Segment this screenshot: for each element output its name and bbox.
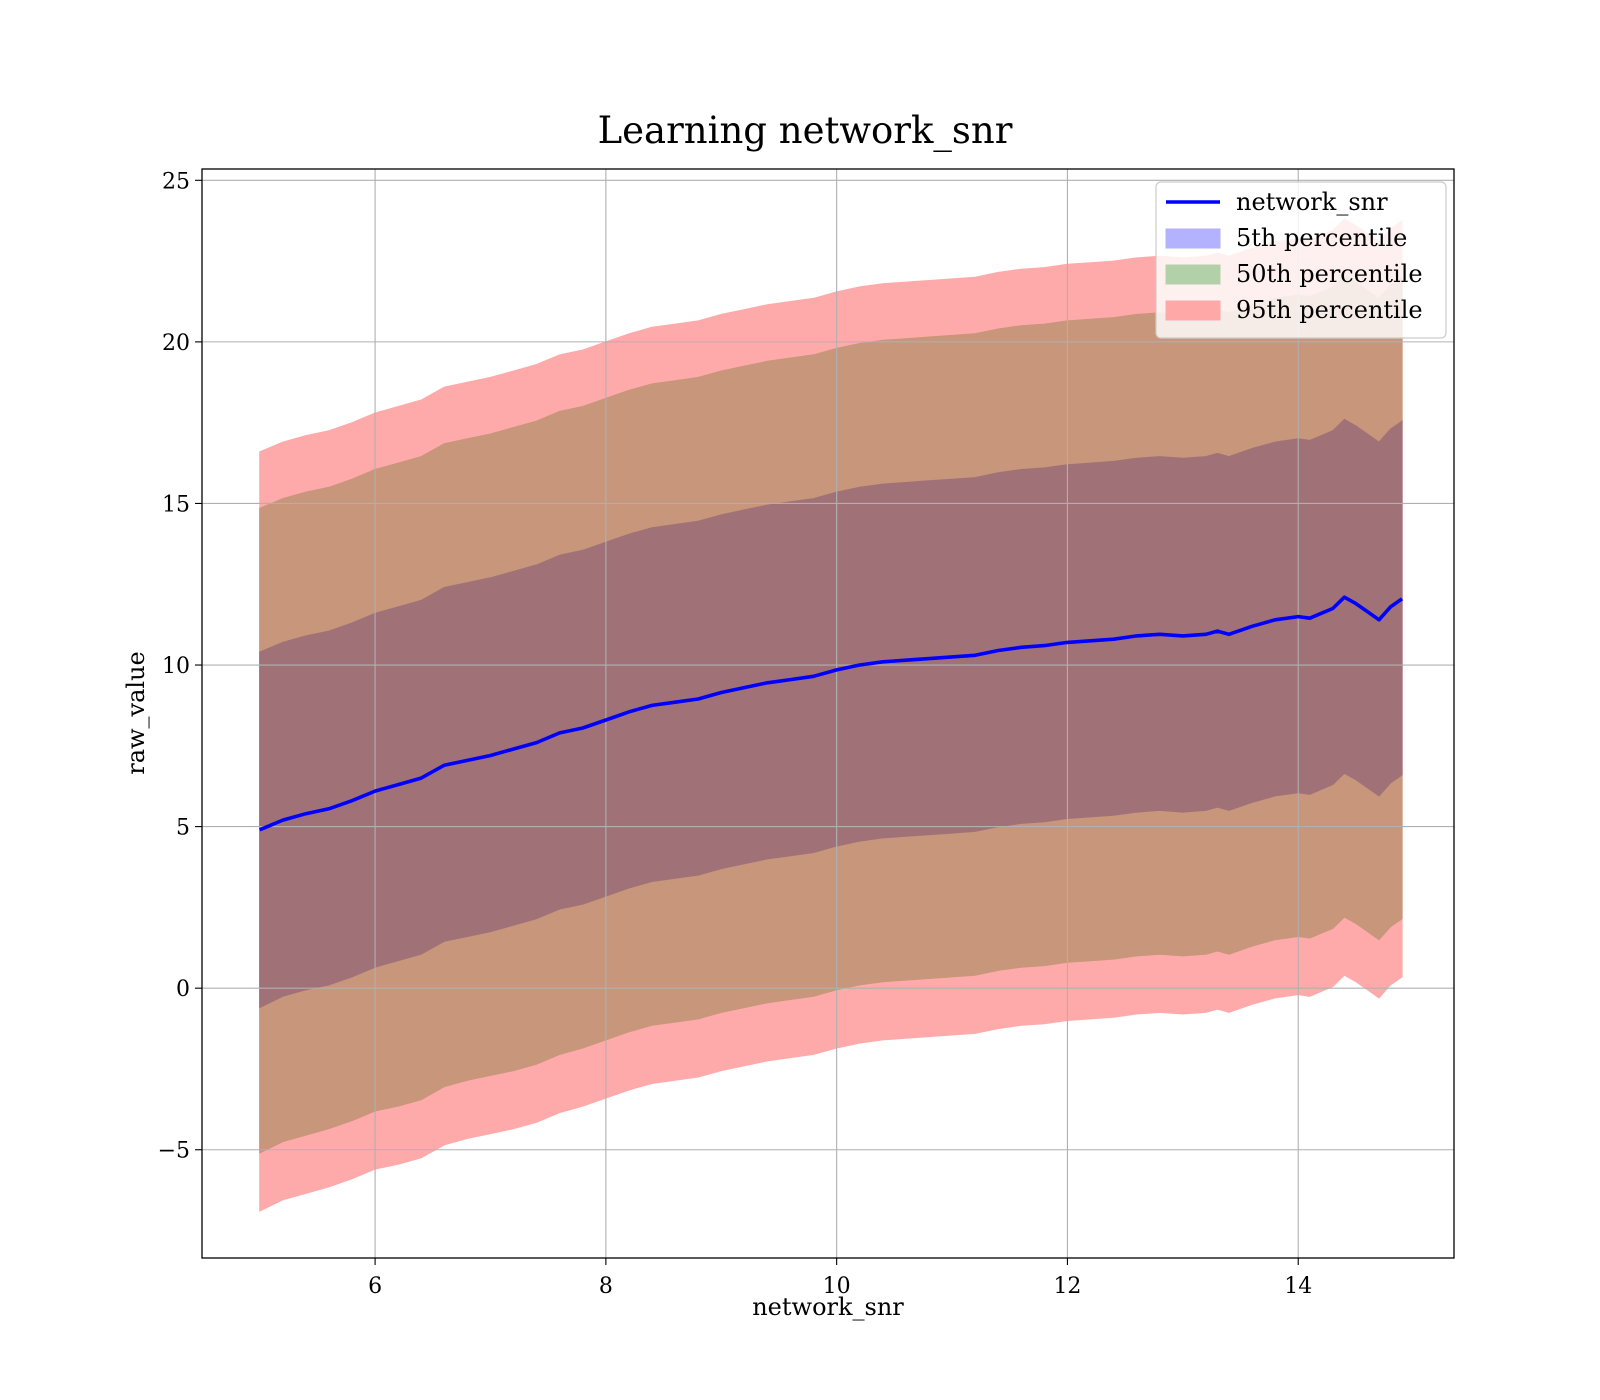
lines-layer — [259, 595, 1404, 832]
legend: network_snr 5th percentile 50th percentile… — [1155, 181, 1447, 339]
x-axis: 6 8 10 12 14 — [368, 1258, 1312, 1299]
y-tick-label-2: 5 — [176, 816, 190, 841]
plot-frame — [201, 168, 1455, 1259]
chart-title: Learning network_snr — [598, 109, 1013, 153]
legend-swatch-2 — [1165, 264, 1221, 285]
line-series-0 — [259, 595, 1404, 832]
y-tick-label-5: 20 — [162, 331, 190, 356]
y-axis: −5 0 5 10 15 20 25 — [158, 169, 202, 1164]
x-tick-label-4: 14 — [1284, 1274, 1312, 1299]
legend-label-1: 5th percentile — [1236, 224, 1407, 252]
y-tick-label-6: 25 — [162, 169, 190, 194]
band-series-3 — [259, 418, 1403, 1009]
y-tick-label-0: −5 — [158, 1139, 190, 1164]
legend-box — [1155, 181, 1447, 339]
bands-layer — [259, 218, 1403, 1212]
x-axis-label: network_snr — [752, 1293, 904, 1321]
x-tick-label-1: 8 — [599, 1274, 613, 1299]
legend-label-0: network_snr — [1236, 188, 1388, 216]
x-tick-label-0: 6 — [368, 1274, 382, 1299]
y-axis-label: raw_value — [122, 651, 150, 775]
legend-swatch-3 — [1165, 300, 1221, 321]
y-tick-label-4: 15 — [162, 492, 190, 517]
y-tick-label-3: 10 — [162, 654, 190, 679]
legend-label-3: 95th percentile — [1236, 296, 1423, 324]
x-tick-label-2: 10 — [823, 1274, 851, 1299]
x-tick-label-3: 12 — [1053, 1274, 1081, 1299]
legend-swatch-1 — [1165, 228, 1221, 249]
legend-label-2: 50th percentile — [1236, 260, 1423, 288]
y-tick-label-1: 0 — [176, 977, 190, 1002]
grid-layer — [202, 169, 1454, 1258]
